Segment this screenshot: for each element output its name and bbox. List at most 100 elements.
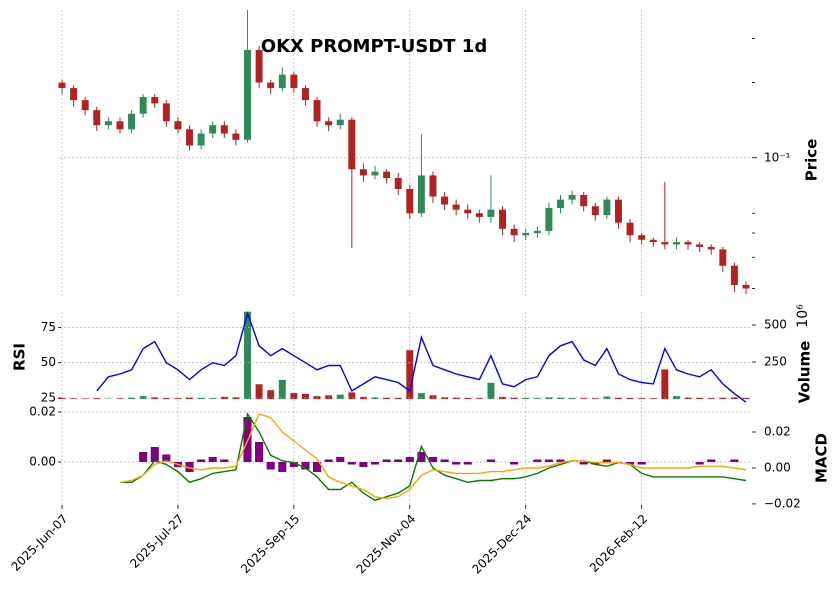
volume-bar (533, 398, 541, 400)
volume-bar (510, 397, 518, 400)
candle-body (267, 82, 275, 89)
y-tick-label: 10⁻¹ (764, 150, 791, 164)
macd-line (119, 413, 747, 500)
macd-histogram-bar (278, 462, 287, 472)
candle-body (464, 209, 472, 214)
candle-body (649, 239, 657, 243)
candle-body (371, 171, 379, 176)
volume-bar (93, 398, 101, 400)
volume-bar (591, 398, 599, 400)
macd-histogram-bar (197, 459, 206, 462)
volume-bar (672, 396, 680, 400)
candle-body (603, 199, 611, 216)
volume-bar (290, 393, 298, 400)
macd-histogram-bar (533, 459, 542, 462)
macd-histogram-bar (556, 459, 565, 462)
volume-bar (614, 397, 622, 400)
y-tick-label: 75 (41, 320, 56, 334)
macd-histogram-bar (266, 462, 275, 470)
candle-body (301, 88, 309, 101)
y-tick-label: −0.02 (764, 496, 801, 510)
candle-body (151, 97, 159, 104)
macd-histogram-bar (452, 462, 461, 465)
y-tick-label: 500 (764, 318, 787, 332)
volume-bar (209, 398, 217, 400)
macd-histogram-bar (695, 462, 704, 465)
macd-histogram-bar (185, 462, 194, 472)
macd-histogram-bar (417, 452, 426, 462)
volume-bar (626, 397, 634, 400)
candle-body (522, 233, 530, 236)
candle-body (452, 204, 460, 210)
candle-body (730, 265, 738, 285)
volume-bar (661, 369, 669, 400)
volume-bar (197, 397, 205, 400)
macd-histogram-bar (347, 462, 356, 465)
macd-histogram-bar (428, 457, 438, 462)
volume-bar (383, 397, 391, 400)
candle-body (336, 119, 344, 126)
candle-body (707, 246, 715, 250)
macd-line (120, 412, 747, 502)
candle-body (232, 133, 240, 140)
volume-bar (475, 398, 483, 400)
volume-bar (580, 398, 588, 400)
candle-body (116, 121, 124, 130)
macd-histogram-bar (312, 462, 322, 472)
volume-bar (162, 397, 170, 400)
volume-bar (452, 397, 460, 400)
candle-body (591, 206, 599, 216)
y-tick-label: 0.00 (29, 455, 56, 469)
volume-bar (557, 397, 564, 400)
volume-bar (719, 397, 727, 400)
candle-body (162, 103, 170, 122)
candle-body (614, 199, 622, 223)
candle-body (742, 284, 750, 289)
macd-histogram-bar (544, 459, 553, 462)
volume-offset-label: 10⁶ (795, 304, 811, 328)
volume-bar (429, 395, 437, 400)
volume-bar (174, 398, 182, 400)
candle-body (696, 244, 704, 247)
candle-body (487, 209, 495, 217)
candle-body (139, 97, 147, 114)
macd-histogram-bar (579, 462, 588, 465)
volume-bar (359, 396, 367, 400)
volume-bar (487, 382, 495, 400)
y-tick-label: 0.00 (764, 460, 791, 474)
volume-bar (186, 397, 194, 400)
macd-histogram-bar (707, 459, 716, 462)
macd-histogram-bar (255, 442, 264, 462)
volume-bar (348, 392, 356, 400)
candle-body (580, 194, 588, 207)
volume-bar (730, 397, 738, 400)
candle-body (348, 119, 356, 170)
volume-bar (742, 397, 750, 400)
macd-histogram-bar (394, 459, 403, 462)
macd-histogram-bar (336, 457, 345, 462)
price-axis-label: Price (803, 139, 821, 182)
candle-body (661, 242, 669, 245)
volume-bar (301, 393, 309, 400)
rsi-axis-label: RSI (11, 343, 29, 371)
macd-histogram-bar (730, 459, 739, 462)
volume-bar (58, 397, 66, 400)
macd-histogram-bar (405, 457, 414, 462)
macd-histogram-bar (626, 462, 635, 465)
candle-body (255, 49, 263, 83)
volume-bar (649, 398, 657, 400)
volume-bar (394, 397, 402, 400)
macd-histogram-bar (220, 459, 229, 462)
x-tick-label: 2025-Sep-15 (238, 512, 302, 576)
macd-histogram-bar (440, 459, 449, 462)
candle-body (545, 207, 553, 231)
x-tick-label: 2026-Feb-12 (587, 512, 650, 575)
volume-bar (255, 384, 263, 400)
candle-body (70, 88, 78, 101)
candle-body (186, 129, 194, 146)
macd-histogram-bar (139, 452, 148, 462)
macd-histogram-bar (301, 462, 310, 470)
x-tick-label: 2025-Jun-07 (8, 512, 70, 574)
volume-bar (151, 397, 159, 400)
